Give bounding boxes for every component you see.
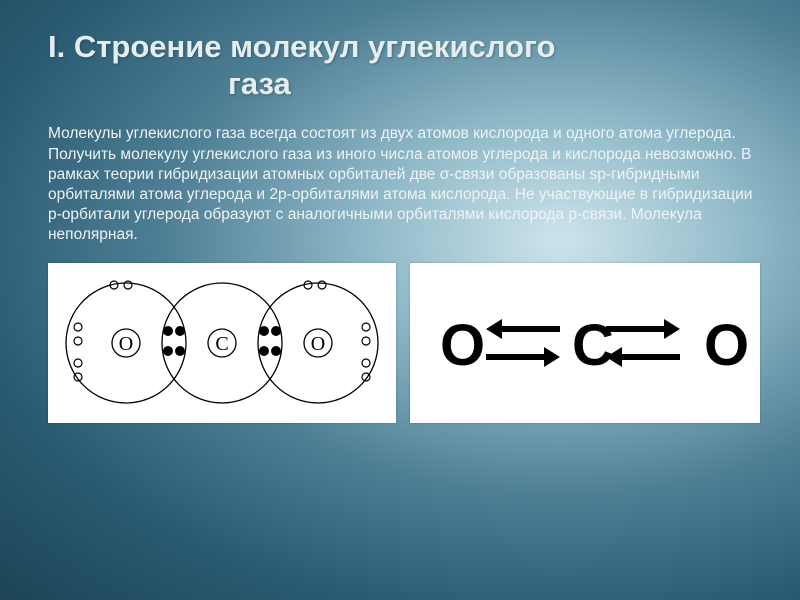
figure-row: OCO OCO	[48, 263, 760, 423]
electron-diagram-box: OCO	[48, 263, 396, 423]
body-paragraph: Молекулы углекислого газа всегда состоят…	[48, 124, 760, 245]
svg-text:C: C	[215, 333, 228, 355]
svg-text:O: O	[704, 313, 749, 378]
svg-text:C: C	[572, 313, 614, 378]
bond-diagram: OCO	[410, 263, 760, 423]
svg-text:O: O	[119, 333, 133, 355]
page-title: I. Строение молекул углекислого газа	[48, 28, 760, 102]
bond-diagram-box: OCO	[410, 263, 760, 423]
electron-diagram: OCO	[48, 263, 396, 423]
title-line2: газа	[48, 65, 760, 102]
svg-text:O: O	[311, 333, 325, 355]
title-line1: I. Строение молекул углекислого	[48, 29, 555, 64]
svg-text:O: O	[440, 313, 485, 378]
